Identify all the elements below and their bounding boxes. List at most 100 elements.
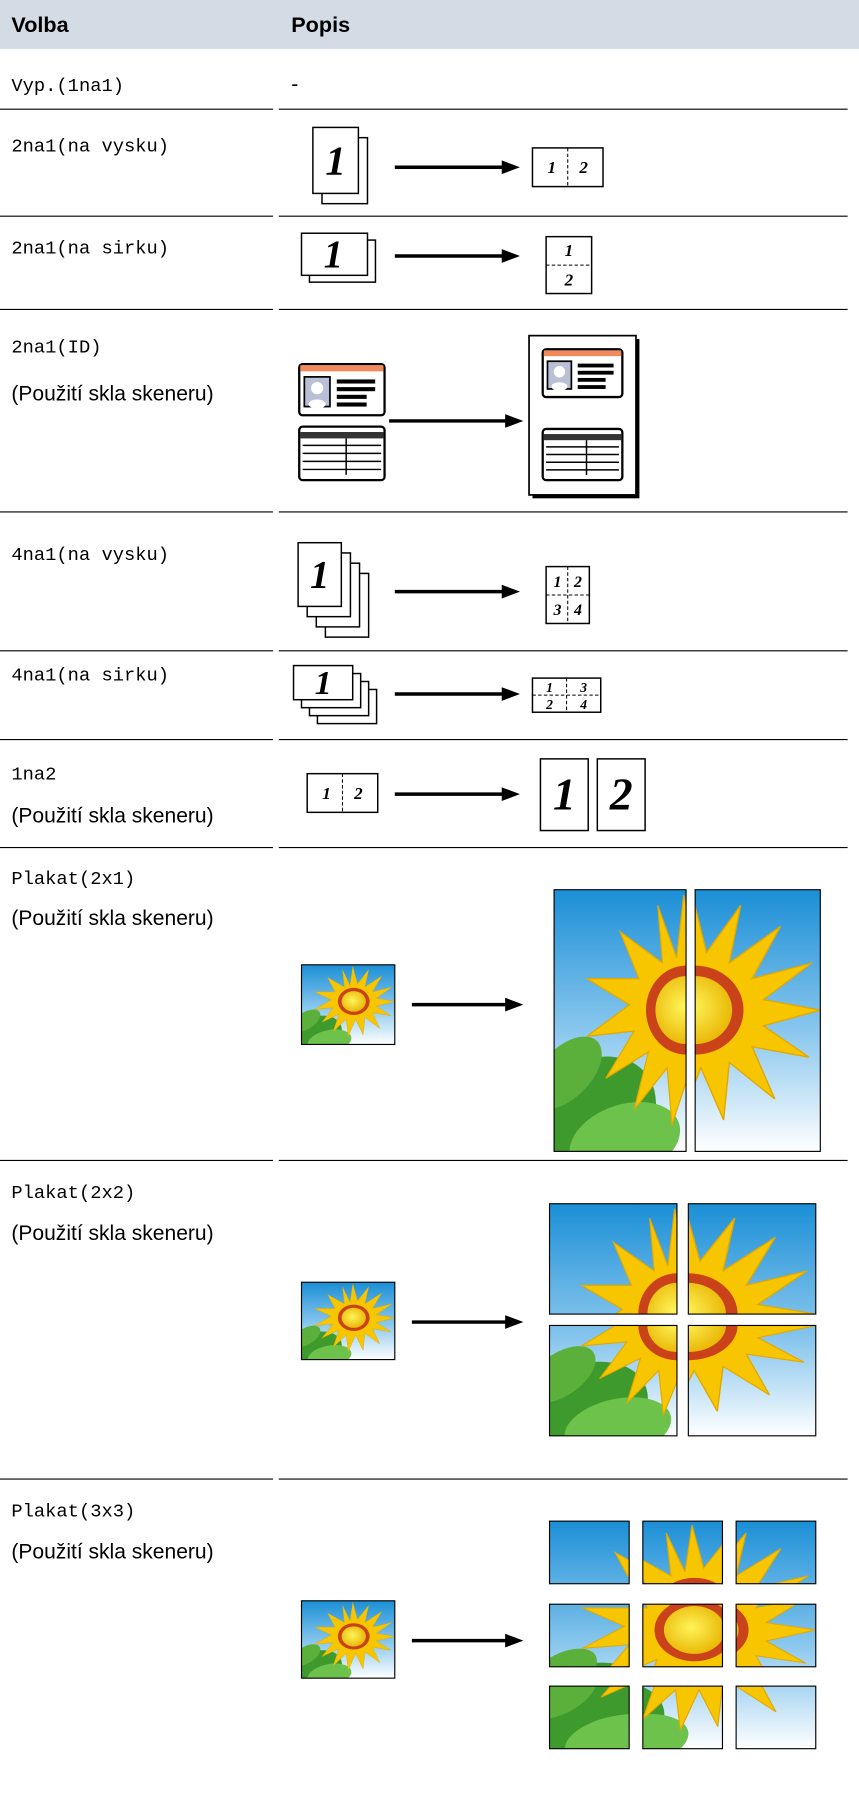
- piece-border: [694, 889, 821, 1152]
- card-body: [308, 399, 326, 409]
- option-note: (Použití skla skeneru): [11, 907, 213, 930]
- option: 4na1(na vysku): [11, 544, 169, 566]
- piece-border: [548, 1685, 630, 1750]
- arrow-head: [501, 584, 520, 599]
- piece-border: [735, 1520, 817, 1585]
- header-bar: [0, 0, 859, 49]
- arrow-head: [501, 249, 520, 263]
- option-note: (Použití skla skeneru): [11, 1222, 213, 1245]
- page-number: 1: [546, 680, 553, 695]
- piece-border: [548, 1603, 630, 1668]
- card-line: [336, 402, 367, 407]
- piece-border: [642, 1603, 724, 1668]
- option: Plakat(2x2): [11, 1182, 135, 1204]
- page: [300, 232, 369, 277]
- page: [312, 126, 360, 195]
- option: Plakat(2x1): [11, 868, 135, 890]
- arrow-head: [505, 997, 524, 1012]
- sunflower: [642, 1686, 723, 1749]
- page-number: 4: [579, 697, 587, 712]
- card-line: [577, 363, 614, 368]
- poster-piece: [736, 1686, 816, 1749]
- card-band: [300, 431, 384, 439]
- page-number: 2: [564, 271, 574, 290]
- option-note: (Použití skla skeneru): [11, 1541, 213, 1564]
- piece-border: [300, 1600, 396, 1679]
- poster-piece: [301, 964, 395, 1045]
- card-line: [577, 385, 606, 389]
- header-popis: Popis: [291, 12, 350, 37]
- option: 2na1(ID): [11, 337, 101, 359]
- arrow-head: [505, 1633, 524, 1648]
- card-stripe: [300, 365, 384, 372]
- piece-border: [642, 1520, 724, 1585]
- piece-border: [300, 964, 396, 1046]
- card-body: [551, 382, 568, 391]
- page-number: 1: [565, 241, 574, 260]
- option: Vyp.(1na1): [11, 75, 124, 97]
- piece-border: [687, 1203, 817, 1315]
- sunflower: [301, 1282, 395, 1360]
- card-line: [336, 394, 367, 399]
- page: [596, 758, 646, 832]
- piece-border: [642, 1685, 724, 1750]
- page: [539, 758, 589, 832]
- option-note: (Použití skla skeneru): [11, 382, 213, 405]
- page-number: 2: [545, 697, 553, 712]
- page-number: 1: [315, 665, 332, 702]
- page-number: 1: [554, 574, 562, 591]
- sunflower: [301, 964, 395, 1045]
- sunflower: [736, 1686, 816, 1749]
- poster-piece: [642, 1686, 723, 1749]
- page-number: 2: [578, 158, 588, 177]
- poster-piece: [301, 1282, 395, 1360]
- card-line: [336, 387, 376, 392]
- arrow-head: [501, 160, 520, 175]
- piece-border: [548, 1203, 678, 1315]
- page-number: 1: [310, 555, 329, 597]
- page-number: 2: [353, 784, 363, 803]
- card-line: [577, 370, 614, 375]
- card-face: [311, 381, 324, 395]
- page-number: 1: [548, 158, 557, 177]
- poster-piece: [549, 1686, 630, 1749]
- option: 1na2: [11, 763, 56, 785]
- option: Plakat(3x3): [11, 1501, 135, 1523]
- page: [297, 541, 343, 608]
- card-line: [577, 377, 606, 382]
- page-number: 1: [553, 769, 576, 820]
- piece-border: [548, 1324, 678, 1437]
- page-number: 2: [609, 769, 633, 820]
- arrow-head: [505, 414, 524, 428]
- option-note: (Použití skla skeneru): [11, 805, 213, 828]
- description: -: [291, 73, 298, 96]
- page-number: 4: [573, 602, 582, 619]
- arrow-head: [501, 687, 520, 701]
- option: 4na1(na sirku): [11, 664, 169, 686]
- arrow-head: [505, 1315, 524, 1329]
- page-number: 1: [324, 234, 343, 276]
- card-band: [543, 434, 622, 441]
- piece-border: [735, 1603, 817, 1668]
- page-number: 2: [573, 574, 582, 591]
- option: 2na1(na vysku): [11, 135, 169, 157]
- page-number: 3: [553, 602, 562, 619]
- piece-border: [735, 1685, 817, 1750]
- page-number: 3: [579, 680, 587, 695]
- piece-border: [300, 1281, 396, 1361]
- poster-piece: [301, 1600, 395, 1679]
- arrow-head: [501, 787, 520, 801]
- piece-border: [548, 1520, 630, 1585]
- page-number: 1: [325, 138, 345, 183]
- sunflower: [301, 1600, 395, 1679]
- card-line: [336, 379, 376, 384]
- page-number: 1: [322, 784, 331, 803]
- card-stripe: [543, 350, 622, 357]
- piece-border: [687, 1324, 817, 1437]
- header-volba: Volba: [11, 12, 69, 37]
- sunflower: [549, 1686, 630, 1749]
- piece-border: [553, 889, 687, 1152]
- card-face: [553, 366, 566, 378]
